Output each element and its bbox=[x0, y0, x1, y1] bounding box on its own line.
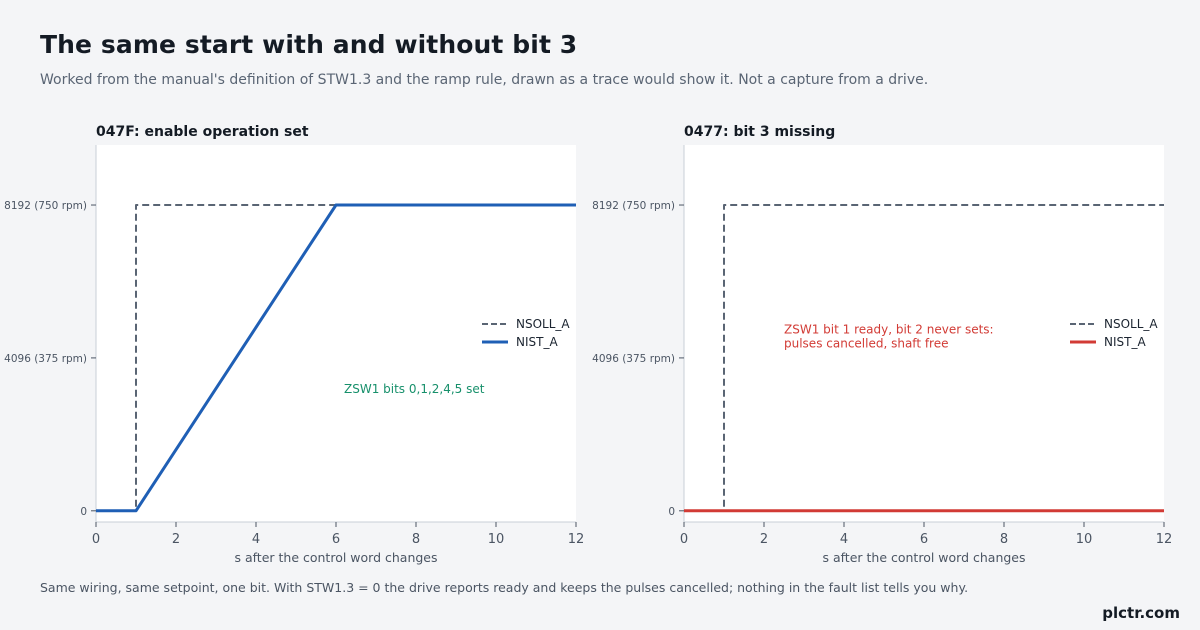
legend-label: NIST_A bbox=[1104, 335, 1146, 349]
x-tick-label: 10 bbox=[1076, 532, 1093, 547]
x-tick-label: 2 bbox=[172, 532, 180, 547]
x-tick-label: 12 bbox=[568, 532, 585, 547]
footnote: Same wiring, same setpoint, one bit. Wit… bbox=[40, 580, 969, 595]
legend-label: NIST_A bbox=[516, 335, 558, 349]
x-tick-label: 4 bbox=[840, 532, 848, 547]
x-tick-label: 0 bbox=[680, 532, 688, 547]
x-tick-label: 6 bbox=[332, 532, 340, 547]
y-tick-label: 0 bbox=[668, 506, 675, 518]
page-title: The same start with and without bit 3 bbox=[40, 30, 578, 59]
y-tick-label: 4096 (375 rpm) bbox=[4, 353, 87, 365]
x-tick-label: 0 bbox=[92, 532, 100, 547]
y-tick-label: 8192 (750 rpm) bbox=[4, 200, 87, 212]
annotation-text: ZSW1 bits 0,1,2,4,5 set bbox=[344, 382, 485, 396]
annotation-text: pulses cancelled, shaft free bbox=[784, 337, 949, 351]
chart-title: 0477: bit 3 missing bbox=[684, 124, 835, 140]
chart-panel-2: 0477: bit 3 missing 0 2 4 6 8 10 12 0 4096 (375 r… bbox=[592, 124, 1172, 565]
chart-panel-1: 047F: enable operation set 0 2 4 6 8 10 12 0 4096… bbox=[4, 124, 584, 565]
y-tick-label: 0 bbox=[80, 506, 87, 518]
x-tick-label: 6 bbox=[920, 532, 928, 547]
plot-area bbox=[96, 145, 576, 522]
plot-area bbox=[684, 145, 1164, 522]
series-line-nsoll-a bbox=[684, 204, 1164, 512]
chart-title: 047F: enable operation set bbox=[96, 124, 309, 140]
x-tick-label: 2 bbox=[760, 532, 768, 547]
x-axis-label: s after the control word changes bbox=[822, 550, 1025, 565]
x-tick-label: 8 bbox=[412, 532, 420, 547]
y-tick-label: 4096 (375 rpm) bbox=[592, 353, 675, 365]
annotation-text: ZSW1 bit 1 ready, bit 2 never sets: bbox=[784, 323, 994, 337]
x-tick-label: 8 bbox=[1000, 532, 1008, 547]
x-tick-label: 12 bbox=[1156, 532, 1173, 547]
series-line-nist-a bbox=[96, 203, 576, 513]
y-tick-label: 8192 (750 rpm) bbox=[592, 200, 675, 212]
x-tick-label: 10 bbox=[488, 532, 505, 547]
legend-label: NSOLL_A bbox=[516, 317, 570, 331]
page-subtitle: Worked from the manual's definition of S… bbox=[40, 72, 929, 88]
brand-logo[interactable]: plctr.com bbox=[1102, 604, 1180, 622]
legend-label: NSOLL_A bbox=[1104, 317, 1158, 331]
x-axis-label: s after the control word changes bbox=[234, 550, 437, 565]
x-tick-label: 4 bbox=[252, 532, 260, 547]
